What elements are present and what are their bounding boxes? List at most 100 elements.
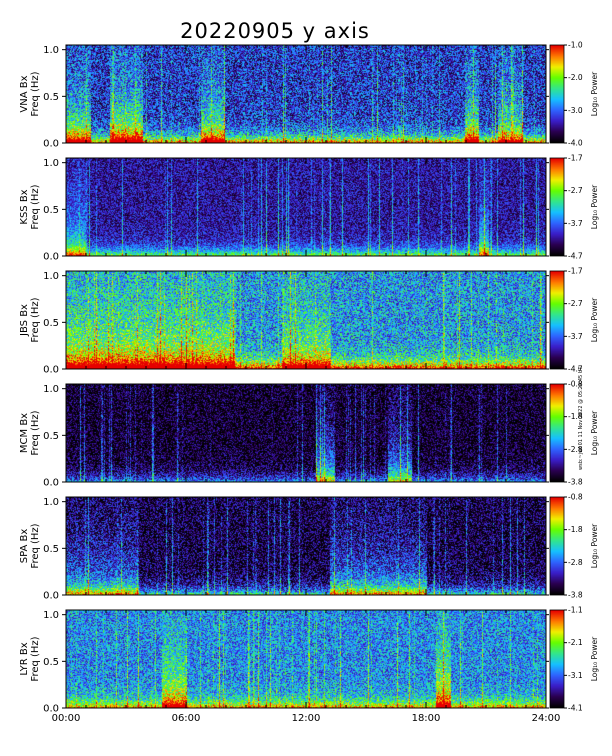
y-tick-label: 0.5 <box>43 544 59 555</box>
figure-title: 20220905 y axis <box>180 19 370 43</box>
panel-kss: 0.0 0.5 1.0 KSS BxFreq (Hz) -1.7 -2.7 -3.7 -4.7… <box>19 154 599 263</box>
colorbar-title: Log₁₀ Power <box>590 297 599 342</box>
y-tick-label: 1.0 <box>43 158 59 169</box>
x-tick-label: 12:00 <box>292 713 321 724</box>
time-axis: 00:00 06:00 12:00 18:00 24:00 <box>52 713 561 724</box>
colorbar-title: Log₁₀ Power <box>590 410 599 455</box>
spectrogram-image <box>66 497 546 595</box>
colorbar <box>550 271 564 369</box>
colorbar-tick-label: -2.7 <box>568 186 583 195</box>
colorbar <box>550 497 564 595</box>
station-label: MCM Bx <box>19 413 30 453</box>
colorbar-title: Log₁₀ Power <box>590 636 599 681</box>
y-tick-label: 0.5 <box>43 431 59 442</box>
y-tick-label: 1.0 <box>43 271 59 282</box>
colorbar <box>550 45 564 143</box>
colorbar-tick-label: -3.0 <box>568 106 583 115</box>
spectrogram-image <box>66 158 546 256</box>
freq-label: Freq (Hz) <box>30 523 41 568</box>
colorbar-frame <box>549 44 565 144</box>
spectrogram-image <box>66 610 546 708</box>
y-axis-label: MCM BxFreq (Hz) <box>19 410 41 455</box>
colorbar-title: Log₁₀ Power <box>590 71 599 116</box>
x-tick-label: 18:00 <box>412 713 441 724</box>
spectrogram-image <box>66 384 546 482</box>
colorbar-tick-label: -2.1 <box>568 638 583 647</box>
y-axis-label: KSS BxFreq (Hz) <box>19 184 41 229</box>
freq-label: Freq (Hz) <box>30 184 41 229</box>
y-tick-label: 0.0 <box>43 365 59 376</box>
panel-mcm: 0.0 0.5 1.0 MCM BxFreq (Hz) -0.8 -1.8 -2.8 -3.8… <box>19 380 599 489</box>
colorbar-tick-label: -3.7 <box>568 219 583 228</box>
y-tick-label: 1.0 <box>43 45 59 56</box>
colorbar-tick-label: -1.8 <box>568 412 583 421</box>
y-tick-label: 0.5 <box>43 205 59 216</box>
freq-label: Freq (Hz) <box>30 297 41 342</box>
colorbar-frame <box>549 496 565 596</box>
colorbar-title: Log₁₀ Power <box>590 523 599 568</box>
colorbar-tick-label: -2.8 <box>568 445 583 454</box>
colorbar-title: Log₁₀ Power <box>590 184 599 229</box>
y-tick-label: 0.0 <box>43 478 59 489</box>
colorbar-tick-label: -1.0 <box>568 41 583 50</box>
colorbar-tick-label: -3.7 <box>568 332 583 341</box>
colorbar <box>550 384 564 482</box>
y-axis-label: VNA BxFreq (Hz) <box>19 71 41 116</box>
panel-lyr: 0.0 0.5 1.0 LYR BxFreq (Hz) -1.1 -2.1 -3.1 -4.1… <box>19 606 599 715</box>
colorbar-tick-label: -0.8 <box>568 380 583 389</box>
colorbar-tick-label: -2.0 <box>568 73 583 82</box>
y-tick-label: 1.0 <box>43 497 59 508</box>
y-tick-label: 0.0 <box>43 591 59 602</box>
freq-label: Freq (Hz) <box>30 636 41 681</box>
colorbar-tick-label: -1.7 <box>568 267 583 276</box>
colorbar-tick-label: -1.1 <box>568 606 583 615</box>
colorbar-frame <box>549 157 565 257</box>
station-label: KSS Bx <box>19 189 30 224</box>
y-tick-label: 0.0 <box>43 139 59 150</box>
y-tick-label: 0.5 <box>43 318 59 329</box>
station-label: JBS Bx <box>19 304 30 337</box>
colorbar-frame <box>549 609 565 709</box>
station-label: LYR Bx <box>19 642 30 675</box>
y-tick-label: 1.0 <box>43 610 59 621</box>
colorbar-tick-label: -2.8 <box>568 558 583 567</box>
y-tick-label: 0.0 <box>43 704 59 715</box>
colorbar <box>550 610 564 708</box>
colorbar-tick-label: -4.7 <box>568 365 583 374</box>
colorbar-frame <box>549 383 565 483</box>
y-tick-label: 0.5 <box>43 92 59 103</box>
panel-spa: 0.0 0.5 1.0 SPA BxFreq (Hz) -0.8 -1.8 -2.8 -3.8… <box>19 493 599 602</box>
y-axis-label: LYR BxFreq (Hz) <box>19 636 41 681</box>
x-tick-label: 24:00 <box>532 713 561 724</box>
freq-label: Freq (Hz) <box>30 410 41 455</box>
colorbar-tick-label: -1.7 <box>568 154 583 163</box>
y-tick-label: 0.5 <box>43 657 59 668</box>
panel-jbs: 0.0 0.5 1.0 JBS BxFreq (Hz) -1.7 -2.7 -3.7 -4.7… <box>19 267 599 376</box>
colorbar-tick-label: -3.8 <box>568 478 583 487</box>
generation-stamp: wsb:~jwf 01 11 Nov 2022 @ 05:24:45 UT <box>578 366 584 470</box>
y-tick-label: 1.0 <box>43 384 59 395</box>
colorbar-tick-label: -3.8 <box>568 591 583 600</box>
colorbar-tick-label: -2.7 <box>568 299 583 308</box>
x-tick-label: 00:00 <box>52 713 81 724</box>
x-tick-label: 06:00 <box>172 713 201 724</box>
y-axis-label: SPA BxFreq (Hz) <box>19 523 41 568</box>
colorbar-tick-label: -4.7 <box>568 252 583 261</box>
spectrogram-image <box>66 45 546 143</box>
station-label: VNA Bx <box>19 75 30 112</box>
colorbar <box>550 158 564 256</box>
colorbar-tick-label: -0.8 <box>568 493 583 502</box>
colorbar-frame <box>549 270 565 370</box>
freq-label: Freq (Hz) <box>30 71 41 116</box>
colorbar-tick-label: -4.1 <box>568 704 583 713</box>
colorbar-tick-label: -3.1 <box>568 671 583 680</box>
station-label: SPA Bx <box>19 529 30 564</box>
y-tick-label: 0.0 <box>43 252 59 263</box>
y-axis-label: JBS BxFreq (Hz) <box>19 297 41 342</box>
colorbar-tick-label: -1.8 <box>568 525 583 534</box>
colorbar-tick-label: -4.0 <box>568 139 583 148</box>
spectrogram-image <box>66 271 546 369</box>
panel-vna: 0.0 0.5 1.0 VNA BxFreq (Hz) -1.0 -2.0 -3.0 -4.0… <box>19 41 599 150</box>
